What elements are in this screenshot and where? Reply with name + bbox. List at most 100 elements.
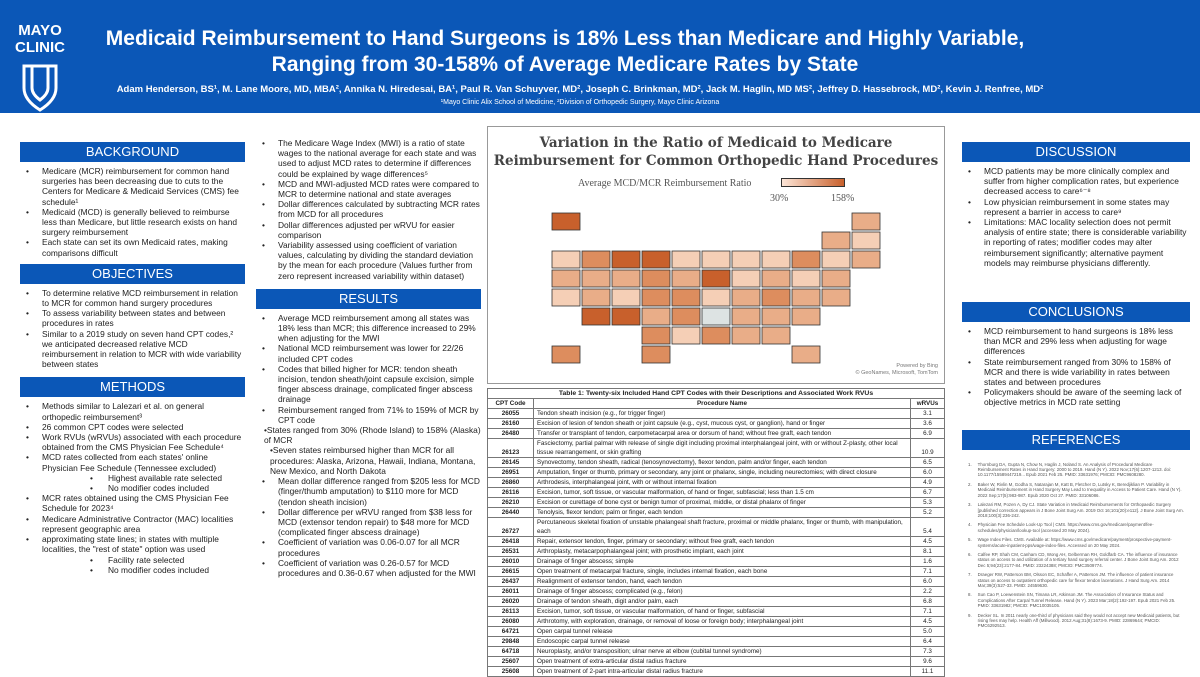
reference-text: Lalezari RM, Pozen A, Dy CJ. State Varia…	[977, 502, 1184, 518]
reference-number: 2.	[968, 481, 972, 487]
table-row: 26160 Excision of lesion of tendon sheath…	[487, 418, 945, 429]
cpt-code: 26440	[487, 507, 534, 518]
wrvu-value: 5.0	[910, 626, 945, 637]
table-row: 26480 Transfer or transplant of tendon, c…	[487, 428, 945, 439]
state-ma	[851, 250, 881, 269]
table-row: 26437 Realignment of extensor tendon, han…	[487, 576, 945, 587]
bullet-item: approximating state lines; in states wit…	[20, 534, 245, 554]
state-fl	[791, 345, 821, 364]
cpt-code: 26727	[487, 517, 534, 537]
wrvu-value: 6.8	[910, 596, 945, 607]
state-ga	[761, 326, 791, 345]
procedure-name: Neuroplasty, and/or transposition; ulnar…	[533, 646, 911, 657]
reference-item: 9. Decker SL. In 2011 nearly one-third of…	[968, 613, 1184, 629]
table-row: 26145 Synovectomy, tendon sheath, radical…	[487, 457, 945, 468]
state-pa	[761, 269, 791, 288]
wrvu-value: 5.2	[910, 507, 945, 518]
bullet-item: Facility rate selected	[20, 555, 245, 565]
map-title: Variation in the Ratio of Medicaid to Me…	[493, 135, 939, 169]
wrvu-value: 10.9	[910, 438, 945, 458]
cpt-code: 26011	[487, 586, 534, 597]
state-il	[701, 250, 731, 269]
us-choropleth-map	[551, 212, 881, 364]
procedure-name: Excision of lesion of tendon sheath or j…	[533, 418, 911, 429]
bullet-item: State reimbursement ranged from 30% to 1…	[962, 357, 1190, 388]
bullet-item: MCD reimbursement to hand surgeons is 18…	[962, 326, 1190, 357]
right-column: DISCUSSION MCD patients may be more clin…	[962, 118, 1190, 633]
state-ms	[701, 326, 731, 345]
procedure-name: Open treatment of extra-articular distal…	[533, 656, 911, 667]
reference-text: Sun Cao P, Loewenstein SN, Timana LR, At…	[977, 592, 1176, 609]
cpt-code: 26531	[487, 546, 534, 557]
state-hi	[551, 345, 581, 364]
reference-text: Thornburg DA, Gupta N, Chow N, Haglin J,…	[977, 461, 1172, 478]
procedure-name: Repair, extensor tendon, finger, primary…	[533, 536, 911, 547]
bullet-item: Methods similar to Lalezari et al. on ge…	[20, 401, 245, 421]
procedure-name: Arthrotomy, with exploration, drainage, …	[533, 616, 911, 627]
poster-header: MAYO CLINIC Medicaid Reimbursement to Han…	[0, 0, 1200, 113]
cpt-code: 26116	[487, 487, 534, 498]
table-row: 26418 Repair, extensor tendon, finger, pr…	[487, 536, 945, 547]
reference-number: 7.	[968, 572, 972, 578]
state-me	[851, 212, 881, 231]
bullet-item: MCR rates obtained using the CMS Physici…	[20, 493, 245, 513]
procedure-name: Arthroplasty, metacarpophalangeal joint;…	[533, 546, 911, 557]
bullet-item: Highest available rate selected	[20, 473, 245, 483]
reference-number: 8.	[968, 592, 972, 598]
procedure-name: Excision, tumor, soft tissue, or vascula…	[533, 487, 911, 498]
wrvu-value: 5.4	[910, 517, 945, 537]
state-nv	[581, 269, 611, 288]
table-caption: Table 1: Twenty-six Included Hand CPT Co…	[487, 388, 945, 398]
state-tn	[701, 307, 731, 326]
state-la	[671, 326, 701, 345]
table-row: 26860 Arthrodesis, interphalangeal joint,…	[487, 477, 945, 488]
reference-item: 2. Baker W, Rivlin M, Godha S, Natarajan …	[968, 482, 1184, 498]
reference-item: 5. Wage Index Files. CMS. Available at: h…	[968, 537, 1184, 548]
bullet-item: To assess variability between states and…	[20, 308, 245, 328]
state-de	[821, 288, 851, 307]
cpt-code: 25608	[487, 666, 534, 677]
authors: Adam Henderson, BS¹, M. Lane Moore, MD, …	[116, 84, 1044, 95]
state-ri	[821, 250, 851, 269]
reference-text: Baker W, Rivlin M, Godha S, Natarajan M,…	[977, 481, 1182, 498]
bullet-item: Reimbursement ranged from 71% to 159% of…	[256, 405, 481, 425]
state-nc	[731, 307, 761, 326]
cpt-code: 26020	[487, 596, 534, 607]
cpt-code: 26160	[487, 418, 534, 429]
wrvu-value: 11.1	[910, 666, 945, 677]
objectives-heading: OBJECTIVES	[20, 263, 245, 284]
legend-label: Average MCD/MCR Reimbursement Ratio	[578, 178, 752, 189]
state-az	[581, 307, 611, 326]
state-ct	[821, 269, 851, 288]
bullet-item: To determine relative MCD reimbursement …	[20, 288, 245, 308]
table-row: 64721 Open carpal tunnel release 5.0	[487, 626, 945, 637]
table-row: 26440 Tenolysis, flexor tendon; palm or f…	[487, 507, 945, 518]
table-row: 29848 Endoscopic carpal tunnel release 6.4	[487, 636, 945, 647]
procedure-name: Drainage of finger abscess; complicated …	[533, 586, 911, 597]
state-nd	[641, 250, 671, 269]
table-row: 26055 Tendon sheath incision (e.g., for t…	[487, 408, 945, 419]
cpt-code: 64721	[487, 626, 534, 637]
legend-min: 30%	[770, 193, 789, 204]
bullet-item: National MCD reimbursement was lower for…	[256, 343, 481, 363]
bullet-item: Mean dollar difference ranged from $205 …	[256, 476, 481, 507]
cpt-code: 26437	[487, 576, 534, 587]
bullet-item: Each state can set its own Medicaid rate…	[20, 237, 245, 257]
state-sd	[641, 269, 671, 288]
bullet-item: MCD rates collected from each states' on…	[20, 452, 245, 472]
table-row: 26011 Drainage of finger abscess; complic…	[487, 586, 945, 597]
bullet-item: Coefficient of variation was 0.06-0.07 f…	[256, 537, 481, 557]
bullet-item: Limitations: MAC locality selection does…	[962, 217, 1190, 268]
cpt-code: 26145	[487, 457, 534, 468]
state-nj	[791, 269, 821, 288]
state-mt	[611, 250, 641, 269]
cpt-code: 26055	[487, 408, 534, 419]
bullet-item: The Medicare Wage Index (MWI) is a ratio…	[256, 138, 481, 179]
reference-text: Decker SL. In 2011 nearly one-third of p…	[977, 612, 1180, 629]
state-wi	[731, 250, 761, 269]
procedure-name: Transfer or transplant of tendon, carpom…	[533, 428, 911, 439]
state-ks	[641, 307, 671, 326]
results-list: Average MCD reimbursement among all stat…	[256, 313, 481, 578]
bullet-item: MCD patients may be more clinically comp…	[962, 166, 1190, 197]
reference-number: 5.	[968, 537, 972, 543]
